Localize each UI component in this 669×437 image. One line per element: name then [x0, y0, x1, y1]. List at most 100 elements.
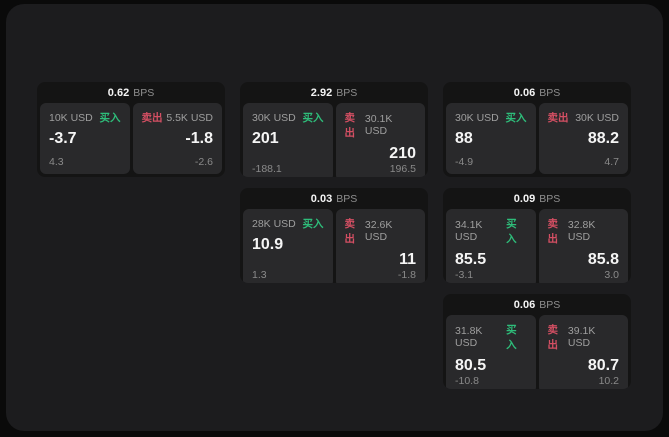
sell-delta: 196.5 [389, 163, 416, 176]
buy-side-label: 买入 [99, 112, 121, 124]
quote-body: 28K USD 买入 10.9 1.3 卖出 32.6K USD 11 -1.8 [240, 209, 428, 283]
quotes-grid: 0.62 BPS 10K USD 买入 -3.7 4.3 卖出 5.5K USD… [37, 82, 663, 389]
sell-price: 85.8 [587, 251, 619, 268]
bps-unit: BPS [539, 298, 561, 311]
quote-card: 0.06 BPS 31.8K USD 买入 80.5 -10.8 卖出 39.1… [443, 294, 631, 389]
sell-price: 88.2 [587, 130, 619, 147]
sell-delta: -2.6 [194, 156, 213, 168]
buy-quote-tile[interactable]: 34.1K USD 买入 85.5 -3.1 [446, 209, 536, 283]
buy-delta: -10.8 [455, 375, 479, 388]
bps-header: 0.03 BPS [240, 188, 428, 209]
sell-top-row: 卖出 30.1K USD [345, 110, 417, 140]
buy-top-row: 34.1K USD 买入 [455, 216, 527, 246]
quote-card: 0.03 BPS 28K USD 买入 10.9 1.3 卖出 32.6K US… [240, 188, 428, 283]
buy-top-row: 30K USD 买入 [252, 110, 324, 125]
buy-amount: 31.8K USD [455, 325, 483, 349]
buy-side-label: 买入 [506, 324, 517, 351]
buy-price: 201 [252, 130, 279, 147]
bps-header: 0.06 BPS [443, 294, 631, 315]
sell-amount: 30K USD [575, 111, 619, 124]
sell-quote-tile[interactable]: 卖出 32.6K USD 11 -1.8 [335, 209, 425, 283]
buy-side-label: 买入 [302, 112, 324, 124]
sell-top-row: 卖出 30K USD [548, 110, 620, 125]
bps-header: 0.09 BPS [443, 188, 631, 209]
buy-price: 80.5 [455, 357, 487, 374]
bps-unit: BPS [336, 192, 358, 205]
sell-side-label: 卖出 [344, 218, 356, 245]
sell-amount: 32.8K USD [567, 219, 596, 243]
bps-value: 0.62 [107, 86, 130, 99]
sell-quote-tile[interactable]: 卖出 30K USD 88.2 4.7 [538, 103, 628, 174]
bps-unit: BPS [336, 86, 358, 99]
quote-card: 0.62 BPS 10K USD 买入 -3.7 4.3 卖出 5.5K USD… [37, 82, 225, 177]
bps-value: 2.92 [310, 86, 333, 99]
sell-top-row: 卖出 32.6K USD [345, 216, 417, 246]
buy-delta: -3.1 [455, 269, 474, 282]
buy-quote-tile[interactable]: 28K USD 买入 10.9 1.3 [243, 209, 333, 283]
buy-top-row: 10K USD 买入 [49, 110, 121, 125]
bps-header: 0.62 BPS [37, 82, 225, 103]
buy-delta: -188.1 [252, 163, 282, 176]
bps-unit: BPS [539, 192, 561, 205]
buy-price: -3.7 [49, 130, 77, 147]
sell-delta: -1.8 [397, 269, 416, 282]
sell-top-row: 卖出 5.5K USD [142, 110, 214, 125]
sell-amount: 5.5K USD [166, 111, 213, 124]
sell-delta: 4.7 [604, 156, 619, 168]
quote-body: 10K USD 买入 -3.7 4.3 卖出 5.5K USD -1.8 -2.… [37, 103, 225, 177]
bps-header: 0.06 BPS [443, 82, 631, 103]
bps-value: 0.09 [513, 192, 536, 205]
sell-side-label: 卖出 [344, 112, 356, 139]
quote-card: 0.06 BPS 30K USD 买入 88 -4.9 卖出 30K USD 8… [443, 82, 631, 177]
quote-card: 0.09 BPS 34.1K USD 买入 85.5 -3.1 卖出 32.8K… [443, 188, 631, 283]
bps-unit: BPS [539, 86, 561, 99]
sell-top-row: 卖出 32.8K USD [548, 216, 620, 246]
bps-value: 0.06 [513, 298, 536, 311]
buy-delta: 4.3 [49, 156, 64, 168]
bps-header: 2.92 BPS [240, 82, 428, 103]
buy-quote-tile[interactable]: 30K USD 买入 88 -4.9 [446, 103, 536, 174]
buy-delta: 1.3 [252, 269, 267, 282]
buy-price: 88 [455, 130, 473, 147]
buy-amount: 30K USD [252, 111, 296, 124]
buy-price: 10.9 [252, 236, 284, 253]
sell-delta: 3.0 [604, 269, 619, 282]
buy-top-row: 28K USD 买入 [252, 216, 324, 231]
sell-amount: 39.1K USD [567, 325, 596, 349]
sell-side-label: 卖出 [141, 112, 163, 124]
buy-quote-tile[interactable]: 30K USD 买入 201 -188.1 [243, 103, 333, 177]
buy-side-label: 买入 [506, 218, 517, 245]
buy-quote-tile[interactable]: 31.8K USD 买入 80.5 -10.8 [446, 315, 536, 389]
buy-amount: 30K USD [455, 111, 499, 124]
sell-amount: 32.6K USD [364, 219, 393, 243]
sell-delta: 10.2 [598, 375, 619, 388]
bps-value: 0.03 [310, 192, 333, 205]
buy-amount: 28K USD [252, 217, 296, 230]
buy-amount: 34.1K USD [455, 219, 483, 243]
sell-side-label: 卖出 [547, 324, 559, 351]
quote-card: 2.92 BPS 30K USD 买入 201 -188.1 卖出 30.1K … [240, 82, 428, 177]
buy-amount: 10K USD [49, 111, 93, 124]
buy-top-row: 30K USD 买入 [455, 110, 527, 125]
sell-top-row: 卖出 39.1K USD [548, 322, 620, 352]
buy-side-label: 买入 [505, 112, 527, 124]
sell-amount: 30.1K USD [364, 113, 393, 137]
quotes-panel: 0.62 BPS 10K USD 买入 -3.7 4.3 卖出 5.5K USD… [6, 4, 663, 431]
sell-quote-tile[interactable]: 卖出 30.1K USD 210 196.5 [335, 103, 425, 177]
sell-price: 210 [389, 145, 416, 162]
buy-delta: -4.9 [455, 156, 474, 168]
quote-body: 30K USD 买入 201 -188.1 卖出 30.1K USD 210 1… [240, 103, 428, 177]
sell-quote-tile[interactable]: 卖出 5.5K USD -1.8 -2.6 [132, 103, 222, 174]
sell-quote-tile[interactable]: 卖出 32.8K USD 85.8 3.0 [538, 209, 628, 283]
buy-top-row: 31.8K USD 买入 [455, 322, 527, 352]
bps-value: 0.06 [513, 86, 536, 99]
sell-price: -1.8 [185, 130, 213, 147]
buy-side-label: 买入 [302, 218, 324, 230]
sell-quote-tile[interactable]: 卖出 39.1K USD 80.7 10.2 [538, 315, 628, 389]
sell-price: 80.7 [587, 357, 619, 374]
quote-body: 30K USD 买入 88 -4.9 卖出 30K USD 88.2 4.7 [443, 103, 631, 177]
sell-price: 11 [399, 251, 416, 268]
sell-side-label: 卖出 [547, 218, 559, 245]
quote-body: 34.1K USD 买入 85.5 -3.1 卖出 32.8K USD 85.8… [443, 209, 631, 283]
buy-quote-tile[interactable]: 10K USD 买入 -3.7 4.3 [40, 103, 130, 174]
